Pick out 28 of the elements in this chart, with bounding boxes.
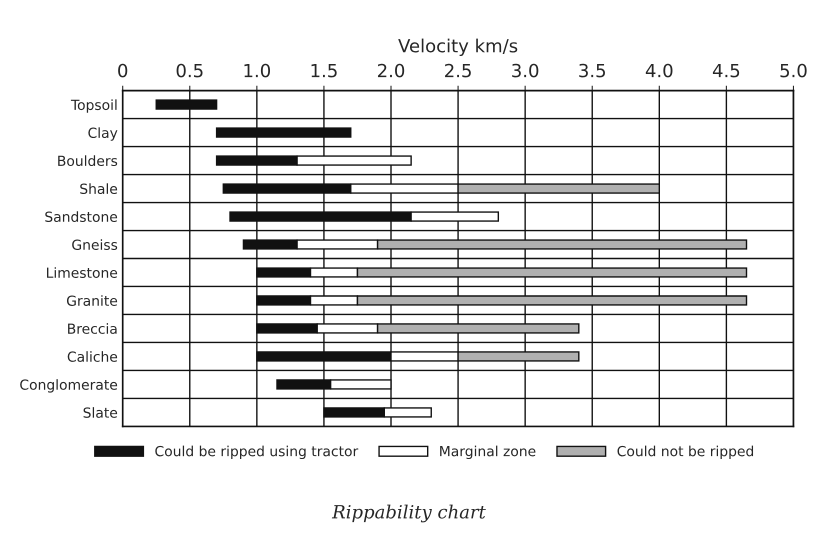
y-tick-label: Boulders	[58, 155, 118, 166]
y-tick-label: Conglomerate	[20, 379, 118, 393]
y-tick-label: Limestone	[47, 267, 118, 278]
y-tick-label: Shale	[80, 183, 118, 194]
legend-label: Could not be ripped	[617, 446, 754, 460]
x-tick-label: 0.5	[176, 64, 203, 78]
x-tick-label: 2.5	[445, 64, 471, 78]
y-tick-label: Sandstone	[45, 211, 118, 222]
x-tick-label: 4.0	[646, 64, 672, 78]
x-axis-title: Velocity km/s	[398, 38, 518, 56]
x-tick-label: 5.0	[780, 64, 807, 78]
legend-label: Could be ripped using tractor	[155, 446, 358, 460]
x-tick-label: 0	[118, 64, 128, 78]
y-tick-label: Clay	[88, 127, 118, 141]
y-tick-label: Gneiss	[72, 239, 118, 250]
text: Rippability chart	[332, 504, 486, 522]
y-tick-label: Granite	[66, 295, 118, 306]
x-tick-label: 3.5	[579, 64, 606, 78]
legend-label: Marginal zone	[440, 446, 536, 460]
x-tick-label: 1.5	[312, 64, 337, 78]
x-tick-label: 3.0	[512, 64, 538, 78]
y-tick-label: Breccia	[68, 323, 117, 334]
x-tick-label: 2.0	[378, 64, 404, 78]
y-tick-label: Caliche	[68, 351, 118, 362]
y-tick-label: Topsoil	[70, 99, 117, 113]
x-tick-label: 4.5	[712, 64, 740, 78]
y-tick-label: Slate	[84, 407, 118, 418]
x-tick-label: 1.0	[244, 64, 270, 78]
